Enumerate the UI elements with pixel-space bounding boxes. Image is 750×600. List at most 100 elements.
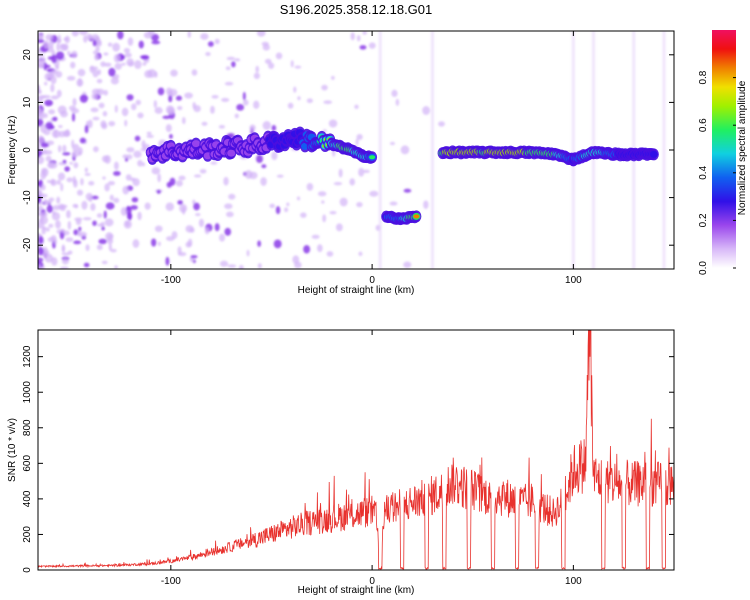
spectrogram-noise-blob xyxy=(290,60,294,68)
spectrogram-noise-blob xyxy=(192,101,196,110)
spectrogram-noise-blob xyxy=(122,185,130,195)
spectrogram-noise-blob xyxy=(262,120,272,130)
spectrogram-noise-blob xyxy=(214,38,220,45)
spectrogram-noise-blob xyxy=(52,205,61,211)
spectrogram-noise-blob xyxy=(95,88,105,96)
spectrogram-noise-blob xyxy=(72,97,77,107)
spectrogram-noise-blob xyxy=(114,265,118,269)
ridge-core xyxy=(413,214,420,219)
spectrogram-noise-blob xyxy=(43,113,48,119)
spectrogram-noise-blob xyxy=(201,121,208,126)
spectrogram-noise-blob xyxy=(108,120,116,127)
spectrogram-noise-blob xyxy=(219,233,226,242)
spectrogram-noise-blob xyxy=(60,110,68,118)
spectrogram-noise-blob xyxy=(175,95,183,101)
spectrogram-noise-blob xyxy=(101,260,108,265)
y-tick-label: 20 xyxy=(22,49,33,61)
spectrogram-noise-blob xyxy=(391,89,398,98)
y-tick-label: 10 xyxy=(22,96,33,108)
ridge-core xyxy=(369,155,376,160)
y-tick-label: 600 xyxy=(22,455,33,472)
spectrogram-noise-blob xyxy=(44,99,54,107)
spectrogram-noise-blob xyxy=(292,255,300,264)
spectrogram-noise-blob xyxy=(73,240,82,245)
spectrogram-noise-blob xyxy=(253,72,260,80)
spectrogram-noise-blob xyxy=(273,239,282,249)
spectrogram-noise-blob xyxy=(271,151,278,161)
ridge-mid xyxy=(191,140,200,148)
spectrogram-noise-blob xyxy=(50,235,57,242)
spectrogram-noise-blob xyxy=(146,131,152,135)
spectrogram-noise-blob xyxy=(102,111,108,117)
spectrogram-noise-blob xyxy=(169,177,176,186)
spectrogram-noise-blob xyxy=(142,62,147,66)
spectrogram-noise-blob xyxy=(81,200,88,210)
spectrogram-noise-blob xyxy=(92,40,97,47)
spectrogram-noise-blob xyxy=(67,220,72,230)
spectrogram-noise-blob xyxy=(91,34,100,42)
spectrogram-noise-blob xyxy=(225,66,231,71)
spectrogram-noise-blob xyxy=(368,42,376,49)
spectrogram-noise-blob xyxy=(358,167,365,177)
spectrogram-noise-blob xyxy=(92,69,99,78)
spectrogram-noise-blob xyxy=(66,75,76,81)
spectrogram-noise-blob xyxy=(146,134,154,139)
spectrogram-noise-blob xyxy=(362,169,370,173)
spectrogram-noise-blob xyxy=(66,177,73,183)
spectrogram-noise-blob xyxy=(53,129,58,138)
spectrogram-noise-blob xyxy=(38,58,46,64)
spectrogram-noise-blob xyxy=(62,159,67,164)
spectrogram-noise-blob xyxy=(124,52,132,58)
spectrogram-noise-blob xyxy=(78,77,82,87)
spectrogram-noise-blob xyxy=(96,244,103,251)
spectrogram-noise-blob xyxy=(321,200,325,204)
spectrogram-noise-blob xyxy=(58,125,63,129)
spectrogram-noise-blob xyxy=(56,179,61,185)
spectrogram-marks xyxy=(38,31,666,269)
y-tick-label: 200 xyxy=(22,526,33,543)
spectrogram-noise-blob xyxy=(287,102,294,109)
snr-x-axis: -100 0 100 xyxy=(161,330,582,587)
spectrogram-noise-blob xyxy=(221,97,230,102)
spectrogram-noise-blob xyxy=(134,60,142,70)
spectrogram-noise-blob xyxy=(255,154,264,164)
spectrogram-noise-blob xyxy=(165,124,172,133)
spectrogram-noise-blob xyxy=(303,244,311,254)
spectrogram-noise-blob xyxy=(317,191,327,197)
spectrogram-noise-blob xyxy=(122,154,129,159)
spectrogram-noise-blob xyxy=(224,81,234,86)
spectrogram-noise-blob xyxy=(56,89,62,98)
spectrogram-noise-blob xyxy=(61,258,69,265)
spectrogram-noise-blob xyxy=(105,232,114,241)
spectrogram-noise-blob xyxy=(356,134,363,140)
spectrogram-noise-blob xyxy=(45,122,54,130)
spectrogram-noise-blob xyxy=(38,34,44,40)
spectrogram-noise-blob xyxy=(104,183,110,192)
spectrogram-noise-blob xyxy=(121,62,126,66)
spectrogram-noise-blob xyxy=(133,150,142,158)
spectrogram-noise-blob xyxy=(38,107,43,116)
spectrogram-noise-blob xyxy=(165,105,175,115)
spectrogram-noise-blob xyxy=(369,190,379,197)
spectrogram-noise-blob xyxy=(66,209,71,219)
spectrogram-noise-blob xyxy=(231,61,236,68)
spectrogram-noise-blob xyxy=(61,244,65,253)
x-tick-label: -100 xyxy=(161,275,181,286)
spectrogram-noise-blob xyxy=(90,107,99,113)
spectrogram-noise-blob xyxy=(90,203,96,211)
spectrogram-noise-blob xyxy=(268,62,275,69)
spectrogram-noise-blob xyxy=(195,213,201,217)
spectrogram-noise-blob xyxy=(98,102,105,109)
spectrogram-noise-blob xyxy=(211,94,219,99)
spectrogram-noise-blob xyxy=(144,202,151,210)
spectrogram-noise-blob xyxy=(126,94,134,101)
spectrogram-noise-blob xyxy=(157,87,165,96)
spectrogram-noise-blob xyxy=(45,155,52,162)
spectrogram-noise-blob xyxy=(144,70,153,79)
colorbar-tick-label: 0.2 xyxy=(698,213,709,227)
spectrogram-noise-blob xyxy=(51,69,58,74)
spectrogram-noise-blob xyxy=(84,125,89,134)
spectrogram-y-axis: -20 -10 0 10 20 xyxy=(22,49,674,252)
